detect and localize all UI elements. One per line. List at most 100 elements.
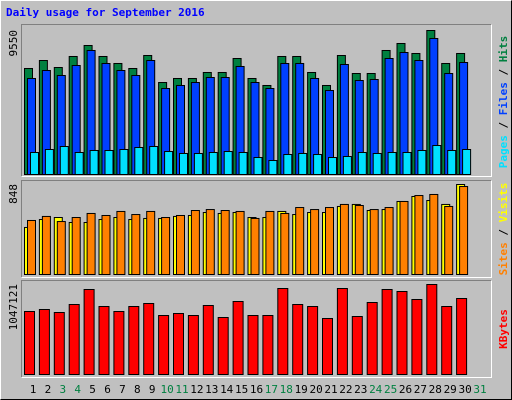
bar [56,221,66,276]
bar [253,157,263,175]
bar [444,205,454,276]
bar [417,149,427,176]
bar [462,148,472,175]
bar [41,215,51,275]
legend: Sites / Visits [497,183,510,276]
bar [71,217,81,276]
x-tick-label: 26 [399,383,412,396]
legend: KBytes [497,309,510,349]
bar [351,315,363,375]
bar [414,195,424,275]
x-tick-label: 15 [235,383,248,396]
bar [313,154,323,175]
bar [27,219,36,275]
bar [280,212,290,276]
legend-entry: Sites [497,242,510,275]
x-tick-label: 29 [444,383,457,396]
x-tick-label: 4 [74,383,81,396]
bar [223,151,233,175]
panel-border [21,280,492,378]
bar [205,209,215,275]
x-tick-label: 14 [220,383,234,396]
bar [131,214,141,275]
x-tick-label: 25 [384,383,397,396]
bar [128,306,140,375]
bar [247,314,259,375]
bar [372,152,382,176]
bar [369,209,379,275]
x-tick-label: 9 [149,383,156,396]
bar [68,304,80,375]
panels [21,24,492,378]
bar [176,214,185,276]
legend-entry: KBytes [497,309,510,349]
bar [387,152,397,175]
bar [402,152,412,175]
bar [277,288,289,376]
bar [116,210,126,276]
bar [342,155,352,175]
bar [44,148,54,175]
bar [220,210,230,276]
legend-entry: Files [497,82,510,115]
x-tick-label: 16 [250,383,263,396]
bar [164,151,174,175]
bar [30,152,39,175]
legend: Pages / Files / Hits [497,36,510,169]
x-tick-label: 22 [339,383,352,396]
chart-title: Daily usage for September 2016 [6,6,205,19]
panel-border [21,24,492,177]
x-tick-label: 13 [205,383,218,396]
legend-entry: Visits [497,183,510,223]
x-tick-label: 7 [119,383,126,396]
bar [399,200,409,275]
bar [336,288,348,376]
bar [113,310,125,375]
x-tick-label: 28 [429,383,442,396]
x-tick-label: 3 [59,383,66,396]
x-tick-label: 5 [89,383,96,396]
bar [173,312,184,375]
panel-border [21,24,492,177]
legend-entry: Hits [497,36,510,63]
bar [292,304,304,375]
bar [179,152,188,176]
bar [190,210,200,276]
bar [298,152,308,176]
bar [307,306,319,375]
bar [411,298,423,375]
y-tick-label: 1047121 [7,284,20,330]
panel-border [21,180,492,278]
x-tick-label: 27 [414,383,427,396]
x-tick-label: 21 [324,383,337,396]
legend-separator: / [497,62,510,82]
panel-border [21,280,492,378]
bar [74,152,84,175]
x-tick-label: 2 [45,383,52,396]
bar [119,148,129,175]
x-tick-label: 12 [190,383,203,396]
x-tick-label: 30 [458,383,471,396]
x-tick-label: 17 [265,383,278,396]
bar [143,302,155,376]
bar [38,309,50,375]
y-tick-label: 848 [7,184,20,204]
x-tick-label: 1 [30,383,37,396]
bar [101,214,111,276]
x-tick-label: 6 [104,383,111,396]
bar [456,297,468,376]
x-tick-label: 24 [369,383,383,396]
bar [161,217,171,276]
bar [283,154,293,175]
bar [235,210,245,276]
bar [325,207,334,275]
bar [381,289,393,376]
legend-separator: / [497,115,510,135]
bar [328,157,337,175]
bar [134,146,144,175]
bar [86,212,96,276]
bar [104,149,114,176]
x-tick-label: 23 [354,383,367,396]
